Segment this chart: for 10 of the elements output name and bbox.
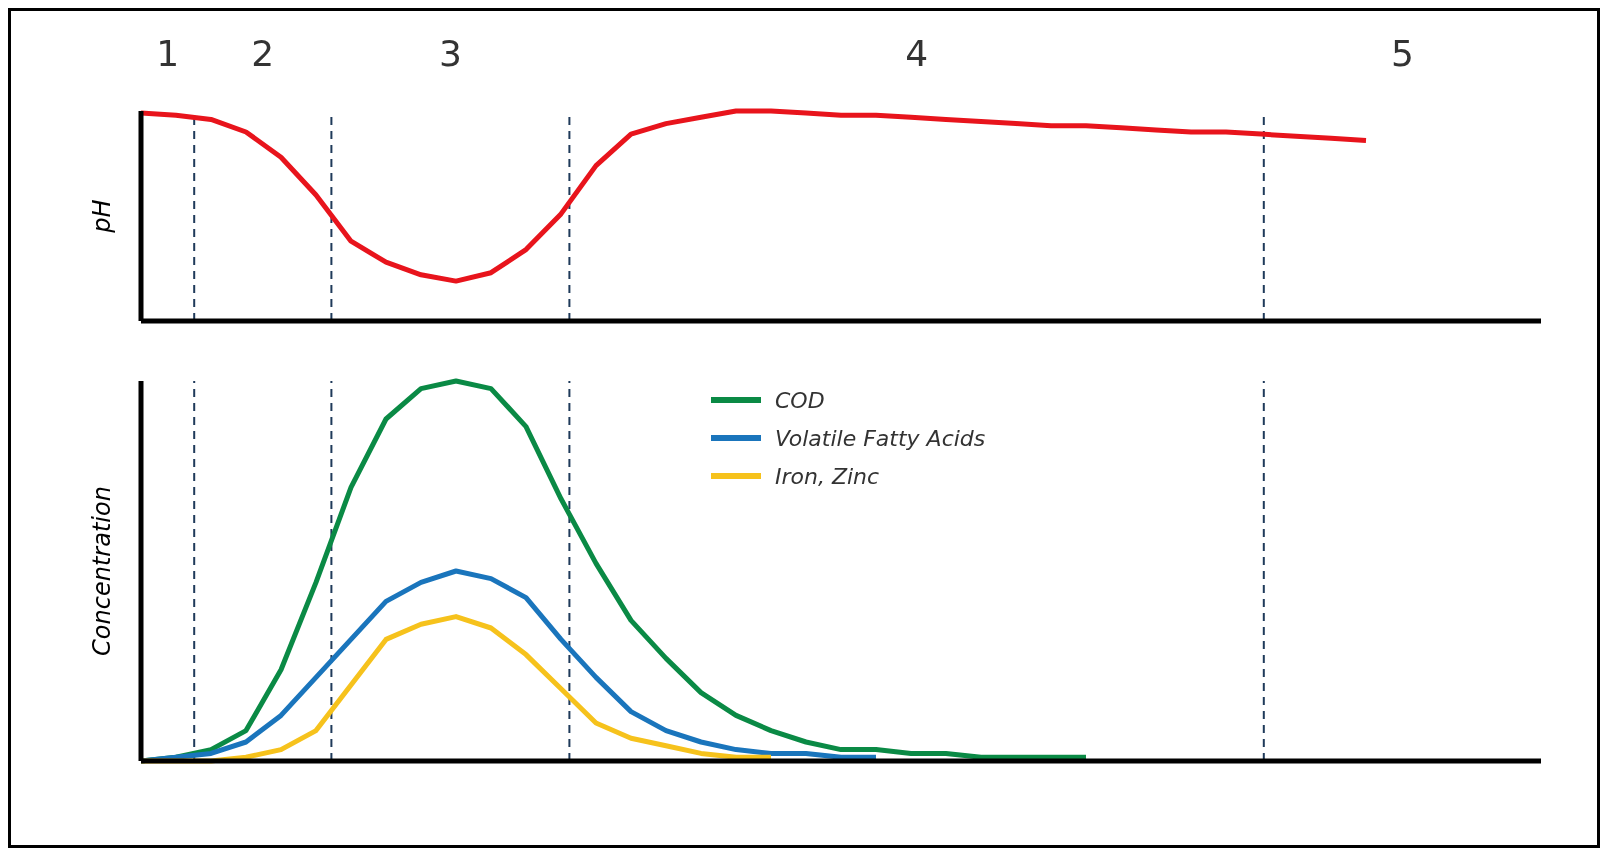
text: 4 [905, 33, 929, 74]
text: 2 [251, 33, 275, 74]
text: 5 [1390, 33, 1414, 74]
y-axis-title: pH [87, 199, 116, 234]
text: 3 [438, 33, 462, 74]
legend-label: Iron, Zinc [775, 463, 880, 489]
legend-label: Volatile Fatty Acids [775, 425, 986, 451]
legend-label: COD [775, 387, 825, 413]
text: 1 [156, 33, 180, 74]
y-axis-title: Concentration [87, 486, 116, 656]
